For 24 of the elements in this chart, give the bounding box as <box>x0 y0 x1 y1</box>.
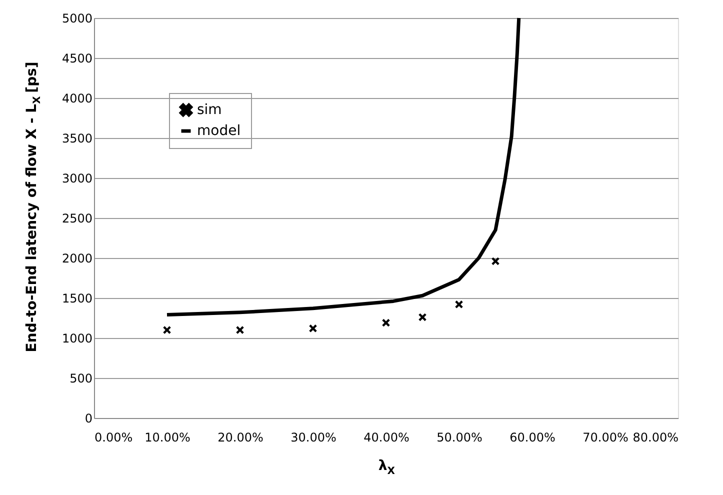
y-tick-label: 4500 <box>62 52 92 66</box>
x-tick-label: 50.00% <box>436 430 482 444</box>
y-tick-label: 4000 <box>62 92 92 106</box>
x-tick-label: 60.00% <box>510 430 556 444</box>
x-tick-label: 80.00% <box>632 430 678 444</box>
y-tick-label: 2000 <box>62 252 92 266</box>
x-tick-label: 10.00% <box>144 430 190 444</box>
legend-label: sim <box>197 102 222 118</box>
y-tick-label: 3500 <box>62 132 92 146</box>
y-tick-label: 0 <box>84 412 92 426</box>
y-axis-title: End-to-End latency of flow X - LX [ps] <box>24 62 43 352</box>
y-tick-label: 500 <box>70 372 92 386</box>
x-tick-label: 40.00% <box>364 430 410 444</box>
x-tick-label: 30.00% <box>290 430 336 444</box>
line-series <box>165 16 521 317</box>
x-tick-label: 20.00% <box>218 430 264 444</box>
y-tick-label: 5000 <box>62 12 92 26</box>
y-tick-label: 1500 <box>62 292 92 306</box>
y-tick-label: 3000 <box>62 172 92 186</box>
x-tick-label: 0.00% <box>94 430 133 444</box>
legend-label: model <box>197 123 241 139</box>
y-tick-label: 2500 <box>62 212 92 226</box>
x-tick-label: 70.00% <box>582 430 628 444</box>
y-tick-label: 1000 <box>62 332 92 346</box>
